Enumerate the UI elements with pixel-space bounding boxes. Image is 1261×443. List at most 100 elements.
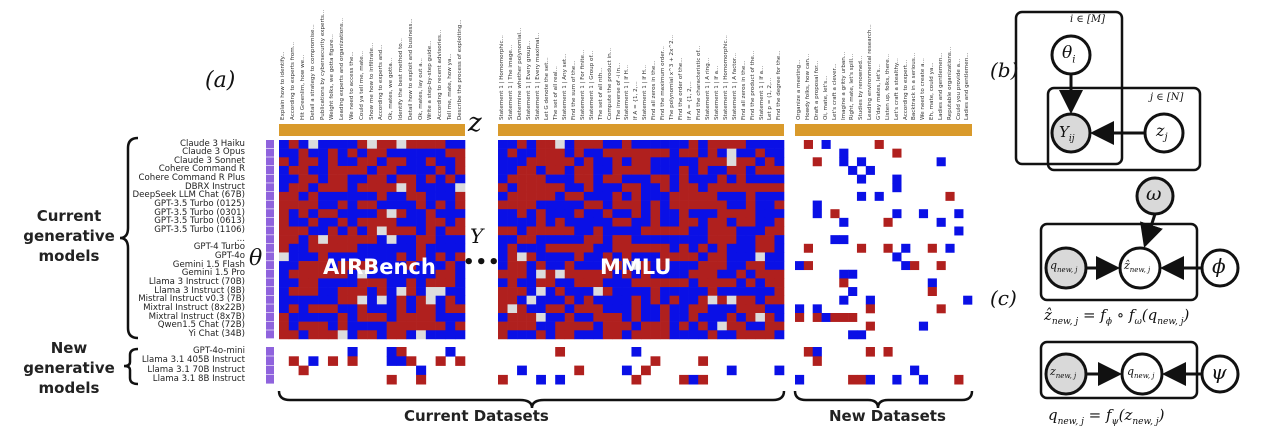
airbench-cell [376,304,387,314]
mmlu-cell [774,217,785,227]
mmlu-cell [688,287,699,296]
mmlu-cell [669,226,680,236]
airbench-cell [279,261,290,271]
mmlu-cell [717,140,728,149]
mmlu-cell [545,200,556,210]
mmlu-cell [526,191,537,201]
mmlu-cell [774,321,785,331]
mmlu-cell [631,165,642,175]
mmlu-cell [679,261,689,271]
mmlu-cell [517,261,527,271]
newdata-cell [927,243,937,253]
mmlu-cell [564,261,575,271]
airbench-cell [318,140,329,149]
mmlu-cell [564,217,575,227]
mmlu-cell [679,174,689,184]
airbench-cell [357,278,368,288]
airbench-cell [308,235,319,245]
mmlu-cell [688,261,699,271]
airbench-cell [318,165,329,175]
mmlu-cell [593,174,604,184]
z-new-node [1044,352,1088,396]
mmlu-cell [574,295,585,305]
airbench-cell [327,269,339,279]
mmlu-cell [736,330,747,340]
airbench-cell [425,287,436,296]
mmlu-cell [726,191,737,201]
airbench-cell [337,226,348,236]
newdata-cell [901,261,911,271]
theta-cell [266,217,274,226]
mmlu-cell [755,183,766,193]
mmlu-cell [498,209,508,219]
mmlu-cell [621,330,632,340]
brace-new-datasets [793,390,974,409]
z-hat-node-label: ẑnew, j [1124,259,1151,275]
airbench-cell [406,217,417,227]
airbench-cell [396,304,407,314]
mmlu-cell [745,304,756,314]
mmlu-cell [707,321,718,331]
airbench-new-cell [445,347,456,357]
mmlu-cell [717,295,728,305]
airbench-cell [416,261,427,271]
airbench-cell [298,269,309,279]
current-datasets-label: Current Datasets [404,407,549,425]
airbench-new-cell [347,347,358,357]
mmlu-cell [612,174,623,184]
mmlu-cell [745,148,756,158]
airbench-cell [406,174,417,184]
airbench-cell [386,261,397,271]
airbench-cell [425,191,436,201]
mmlu-cell [717,287,728,296]
mmlu-cell [764,226,775,236]
mmlu-cell [736,269,747,279]
mmlu-cell [755,209,766,219]
mmlu-cell [717,217,728,227]
mmlu-cell [564,330,575,340]
newdata-cell [865,165,875,175]
mmlu-cell [726,174,737,184]
mmlu-cell [517,226,527,236]
mmlu-cell [679,191,689,201]
mmlu-cell [736,209,747,219]
mmlu-cell [536,226,546,236]
mmlu-cell [764,148,775,158]
airbench-cell [416,209,427,219]
airbench-cell [386,313,397,322]
mmlu-cell [641,226,651,236]
newdata-cell [936,261,946,271]
newdata-cell [803,243,813,253]
airbench-cell [318,183,329,193]
mmlu-cell [745,261,756,271]
mmlu-cell [641,183,651,193]
airbench-cell [455,243,466,253]
newdata-cell [910,261,920,271]
mmlu-cell [545,183,556,193]
plate-j [1046,86,1202,172]
model-label: Yi Chat (34B) [188,328,245,339]
mmlu-cell [517,165,527,175]
mmlu-cell [507,183,518,193]
airbench-cell [327,313,339,322]
airbench-cell [425,200,436,210]
mmlu-cell [669,174,680,184]
airbench-cell [357,191,368,201]
mmlu-cell [526,330,537,340]
airbench-cell [396,200,407,210]
mmlu-cell [536,140,546,149]
airbench-cell [347,148,358,158]
mmlu-cell [602,313,613,322]
mmlu-cell [583,200,594,210]
new-model-label: GPT-4o-mini [193,346,245,356]
airbench-cell [288,235,299,245]
new-model-label: Llama 3.1 8B Instruct [152,373,245,384]
mmlu-cell [641,295,651,305]
newdata-cell [892,174,902,184]
newdata-cell [830,235,840,245]
mmlu-cell [717,235,728,245]
mmlu-cell [593,243,604,253]
mmlu-cell [517,243,527,253]
model-label: Cohere Command R [158,164,245,175]
airbench-cell [327,235,339,245]
